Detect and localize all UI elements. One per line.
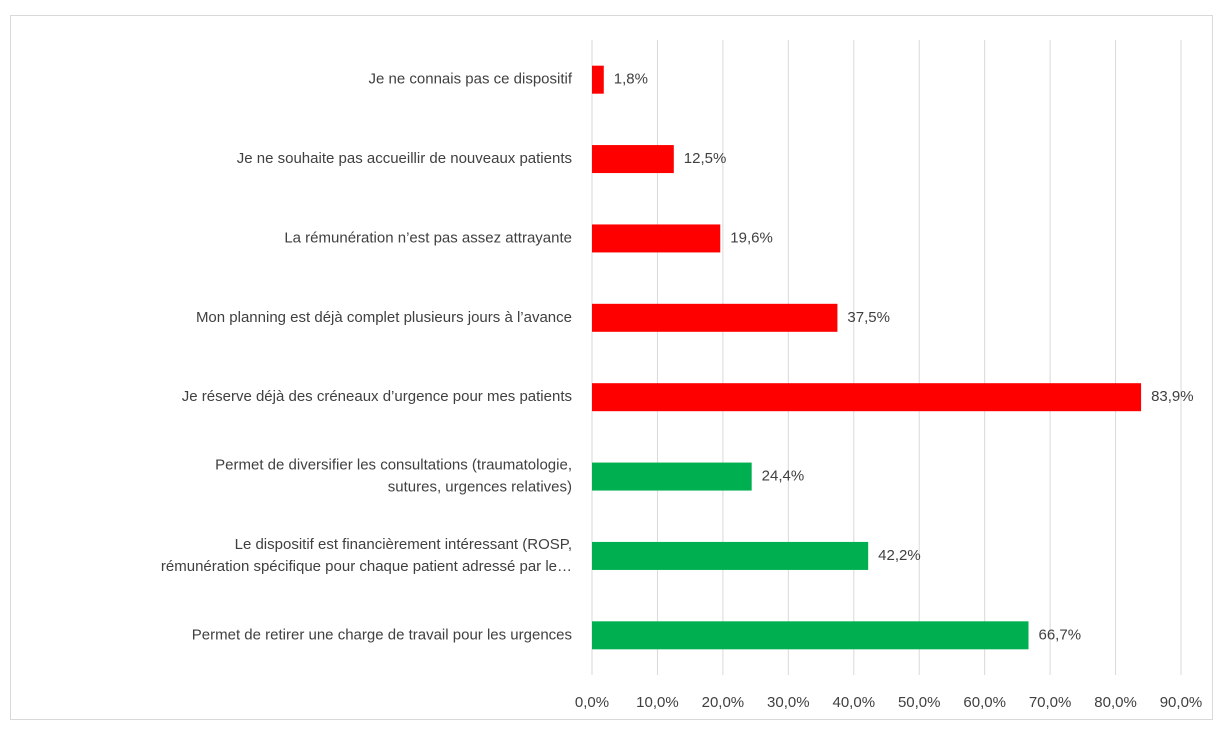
y-tick-label: Mon planning est déjà complet plusieurs … (196, 309, 572, 326)
bar (592, 224, 721, 253)
y-tick-label: Permet de diversifier les consultations … (215, 457, 572, 496)
bar (592, 303, 838, 332)
bar (592, 145, 674, 174)
data-label: 37,5% (847, 309, 890, 326)
chart-frame (10, 15, 1213, 720)
bar (592, 383, 1142, 412)
bar (592, 462, 752, 491)
y-tick-label: Permet de retirer une charge de travail … (192, 626, 572, 643)
x-tick-label: 60,0% (963, 694, 1006, 711)
x-tick-label: 90,0% (1160, 694, 1203, 711)
y-tick-label: Je réserve déjà des créneaux d’urgence p… (182, 388, 572, 405)
x-tick-label: 70,0% (1029, 694, 1072, 711)
data-label: 24,4% (762, 468, 805, 485)
bar (592, 621, 1029, 650)
x-tick-label: 30,0% (767, 694, 810, 711)
x-tick-label: 80,0% (1094, 694, 1137, 711)
x-tick-label: 50,0% (898, 694, 941, 711)
data-label: 19,6% (730, 229, 773, 246)
x-tick-label: 20,0% (702, 694, 745, 711)
data-label: 1,8% (614, 71, 648, 88)
y-tick-label: La rémunération n’est pas assez attrayan… (284, 229, 572, 246)
x-tick-label: 10,0% (636, 694, 679, 711)
data-label: 83,9% (1151, 388, 1194, 405)
x-tick-label: 0,0% (575, 694, 609, 711)
data-label: 42,2% (878, 547, 921, 564)
data-label: 12,5% (684, 150, 727, 167)
bar (592, 541, 869, 570)
y-tick-label: Je ne souhaite pas accueillir de nouveau… (237, 150, 572, 167)
data-label: 66,7% (1039, 626, 1082, 643)
y-tick-label: Le dispositif est financièrement intéres… (161, 536, 572, 575)
bar (592, 65, 604, 94)
y-tick-label: Je ne connais pas ce dispositif (369, 71, 573, 88)
x-tick-label: 40,0% (833, 694, 876, 711)
